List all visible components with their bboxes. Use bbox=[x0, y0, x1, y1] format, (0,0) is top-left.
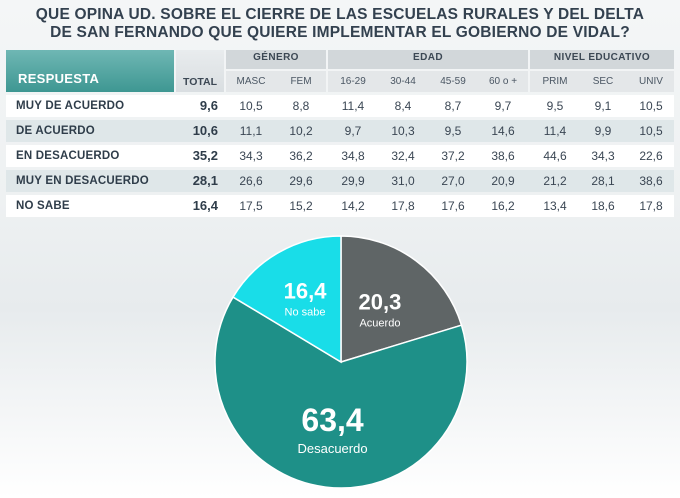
sub-header-sec: SEC bbox=[592, 76, 614, 87]
table-cell: 9,5 bbox=[546, 99, 564, 113]
table-cell: 14,6 bbox=[491, 124, 515, 138]
table-cell: 16,2 bbox=[491, 199, 515, 213]
pie-value-label: 63,4 bbox=[301, 402, 363, 438]
table-cell: 9,9 bbox=[594, 124, 612, 138]
table-row: MUY EN DESACUERDO 28,1 26,6 29,6 29,9 31,0 27,… bbox=[6, 170, 674, 192]
group-label-nivel: NIVEL EDUCATIVO bbox=[553, 52, 651, 63]
table-cell: 8,4 bbox=[394, 99, 412, 113]
table-cell: 11,1 bbox=[239, 124, 263, 138]
row-label: EN DESACUERDO bbox=[16, 150, 120, 162]
table-cell: 14,2 bbox=[341, 199, 365, 213]
pie-name-label: Desacuerdo bbox=[297, 441, 367, 456]
table-cell: 11,4 bbox=[341, 99, 365, 113]
sub-header-45-59: 45-59 bbox=[440, 76, 466, 87]
respuesta-header: RESPUESTA bbox=[6, 50, 174, 92]
group-label-genero: GÉNERO bbox=[253, 52, 299, 63]
table-cell: 9,5 bbox=[444, 124, 462, 138]
genero-header-band bbox=[226, 50, 326, 69]
table-row: NO SABE 16,4 17,5 15,2 14,2 17,8 17,6 16,2 13,4 1… bbox=[6, 195, 674, 217]
table-cell: 10,5 bbox=[639, 99, 663, 113]
table-row: DE ACUERDO 10,6 11,1 10,2 9,7 10,3 9,5 14,6 11,4… bbox=[6, 120, 674, 142]
row-total: 28,1 bbox=[192, 173, 218, 188]
table-cell: 27,0 bbox=[441, 174, 465, 188]
row-total: 10,6 bbox=[192, 123, 218, 138]
table-cell: 34,3 bbox=[591, 149, 615, 163]
pie-name-label: Acuerdo bbox=[359, 317, 400, 329]
table-cell: 10,3 bbox=[391, 124, 415, 138]
table-cell: 11,4 bbox=[543, 124, 567, 138]
table-cell: 20,9 bbox=[491, 174, 515, 188]
table-cell: 8,8 bbox=[292, 99, 310, 113]
table-cell: 38,6 bbox=[639, 174, 663, 188]
table-cell: 17,6 bbox=[441, 199, 465, 213]
edad-header-band bbox=[328, 50, 528, 69]
pie-value-label: 20,3 bbox=[359, 289, 402, 314]
table-cell: 10,2 bbox=[289, 124, 313, 138]
sub-header-16-29: 16-29 bbox=[340, 76, 366, 87]
table-cell: 22,6 bbox=[639, 149, 663, 163]
table-cell: 9,1 bbox=[594, 99, 612, 113]
table-cell: 9,7 bbox=[494, 99, 512, 113]
table-cell: 8,7 bbox=[444, 99, 462, 113]
pie-slice-no-sabe bbox=[231, 235, 342, 364]
table-cell: 37,2 bbox=[441, 149, 465, 163]
sub-header-fem: FEM bbox=[290, 76, 312, 87]
total-header-label: TOTAL bbox=[182, 76, 218, 88]
table-cell: 38,6 bbox=[491, 149, 515, 163]
table-cell: 17,8 bbox=[639, 199, 663, 213]
sub-header-prim: PRIM bbox=[542, 76, 568, 87]
group-label-edad: EDAD bbox=[413, 52, 443, 63]
table-row: MUY DE ACUERDO 9,6 10,5 8,8 11,4 8,4 8,7 9,7 9,5… bbox=[6, 95, 674, 117]
table-cell: 29,6 bbox=[289, 174, 313, 188]
row-label: DE ACUERDO bbox=[16, 125, 95, 137]
table-cell: 34,8 bbox=[341, 149, 365, 163]
table-cell: 21,2 bbox=[543, 174, 567, 188]
row-total: 16,4 bbox=[192, 198, 218, 213]
sub-header-60-plus: 60 o + bbox=[488, 76, 518, 87]
title-line-2: DE SAN FERNANDO QUE QUIERE IMPLEMENTAR E… bbox=[50, 24, 630, 41]
total-header: TOTAL bbox=[176, 50, 224, 92]
table-cell: 32,4 bbox=[391, 149, 415, 163]
pie-value-label: 16,4 bbox=[284, 278, 328, 303]
table-cell: 13,4 bbox=[543, 199, 567, 213]
pie-slice-desacuerdo bbox=[214, 296, 468, 489]
table-cell: 10,5 bbox=[239, 99, 263, 113]
sub-header-30-44: 30-44 bbox=[390, 76, 416, 87]
nivel-header-band bbox=[530, 50, 674, 69]
table-cell: 10,5 bbox=[639, 124, 663, 138]
row-label: MUY DE ACUERDO bbox=[16, 100, 125, 112]
row-total: 35,2 bbox=[192, 148, 218, 163]
nivel-sub-band bbox=[530, 71, 674, 92]
table-cell: 15,2 bbox=[289, 199, 313, 213]
pie-slice-acuerdo bbox=[340, 235, 463, 364]
edad-sub-band bbox=[328, 71, 528, 92]
table-cell: 44,6 bbox=[543, 149, 567, 163]
sub-header-masc: MASC bbox=[236, 76, 266, 87]
table-row: EN DESACUERDO 35,2 34,3 36,2 34,8 32,4 37,2 38,… bbox=[6, 145, 674, 167]
title-line-1: QUE OPINA UD. SOBRE EL CIERRE DE LAS ESC… bbox=[35, 6, 645, 23]
chart-title: QUE OPINA UD. SOBRE EL CIERRE DE LAS ESC… bbox=[0, 6, 680, 42]
row-total: 9,6 bbox=[199, 98, 218, 113]
table-cell: 29,9 bbox=[341, 174, 365, 188]
pie-name-label: No sabe bbox=[285, 306, 326, 318]
table-cell: 28,1 bbox=[591, 174, 615, 188]
table-cell: 9,7 bbox=[344, 124, 362, 138]
table-cell: 17,5 bbox=[239, 199, 263, 213]
table-cell: 18,6 bbox=[591, 199, 615, 213]
table-cell: 17,8 bbox=[391, 199, 415, 213]
row-label: MUY EN DESACUERDO bbox=[16, 175, 149, 187]
row-label: NO SABE bbox=[16, 200, 70, 212]
table-cell: 34,3 bbox=[239, 149, 263, 163]
genero-sub-band bbox=[226, 71, 326, 92]
table-cell: 26,6 bbox=[239, 174, 263, 188]
sub-header-univ: UNIV bbox=[639, 76, 663, 87]
table-cell: 31,0 bbox=[391, 174, 415, 188]
respuesta-header-label: RESPUESTA bbox=[18, 71, 100, 86]
table-cell: 36,2 bbox=[289, 149, 313, 163]
